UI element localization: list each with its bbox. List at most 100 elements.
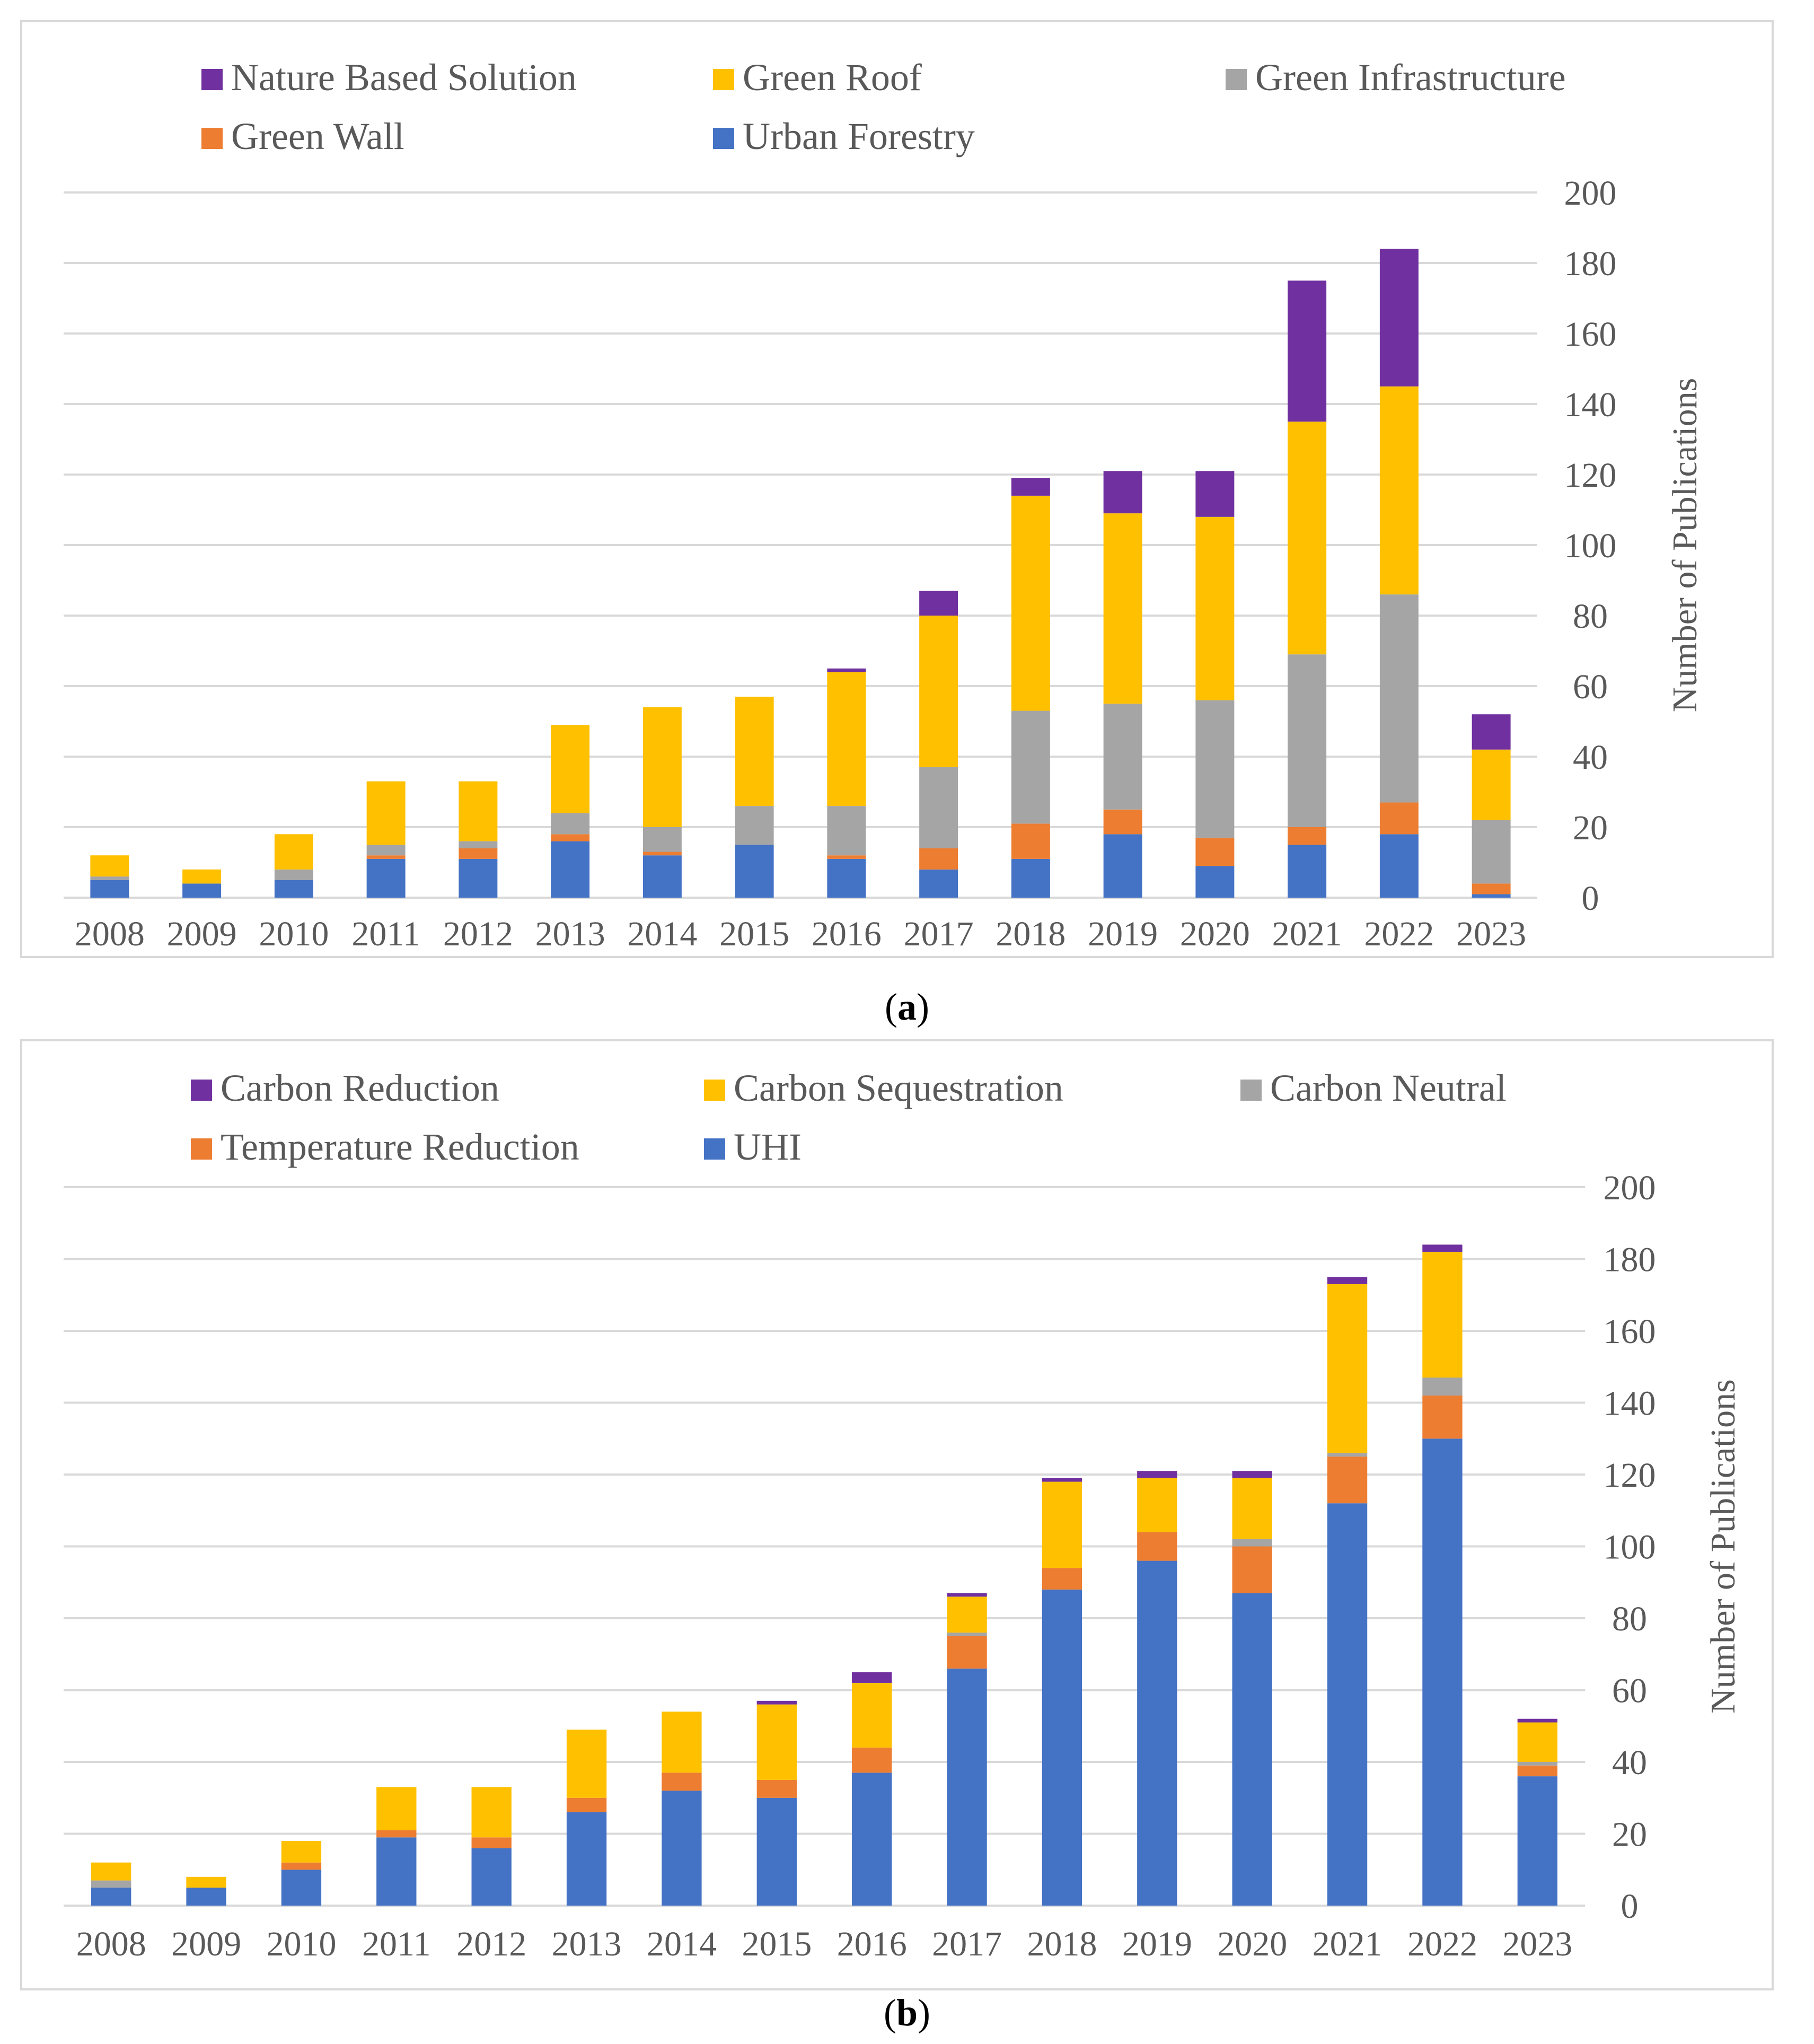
bar-segment-urban-forestry-2012 [459, 858, 498, 898]
bar-segment-nature-based-solution-2022 [1379, 249, 1419, 387]
x-tick-label: 2008 [75, 915, 145, 953]
chart-frame [20, 1039, 1774, 1990]
bar-segment-urban-forestry-2015 [735, 845, 774, 898]
bar-segment-green-roof-2016 [827, 672, 866, 806]
bar-segment-temperature-reduction-2022 [1422, 1395, 1463, 1439]
y-tick-label: 180 [1564, 244, 1617, 283]
bar-segment-urban-forestry-2020 [1195, 866, 1235, 898]
x-tick-label: 2023 [1456, 915, 1526, 953]
bar-segment-green-wall-2022 [1379, 802, 1419, 835]
legend-item-nature-based-solution: Nature Based Solution [201, 56, 577, 99]
bar-segment-uhi-2009 [186, 1888, 226, 1906]
bar-segment-carbon-sequestration-2009 [186, 1876, 226, 1888]
bar-segment-green-wall-2017 [919, 848, 958, 870]
bar-segment-green-roof-2010 [274, 834, 313, 870]
bar-segment-green-wall-2019 [1103, 809, 1142, 835]
bar-segment-green-roof-2023 [1472, 749, 1511, 820]
bar-segment-nature-based-solution-2019 [1103, 471, 1142, 514]
bar-segment-carbon-reduction-2022 [1422, 1244, 1463, 1252]
bar-segment-carbon-sequestration-2011 [376, 1787, 417, 1830]
legend-item-urban-forestry: Urban Forestry [713, 115, 975, 157]
y-tick-label: 200 [1564, 174, 1617, 213]
bar-segment-temperature-reduction-2019 [1137, 1532, 1177, 1561]
bar-segment-urban-forestry-2019 [1103, 834, 1142, 898]
y-axis-label: Number of Publications [1666, 378, 1704, 713]
legend-label: Carbon Reduction [221, 1067, 499, 1109]
y-tick-label: 60 [1612, 1672, 1647, 1710]
bar-segment-green-roof-2018 [1011, 495, 1050, 711]
bar-segment-temperature-reduction-2017 [947, 1636, 987, 1669]
y-tick-label: 160 [1564, 315, 1617, 354]
bar-segment-green-wall-2013 [551, 834, 590, 841]
legend-item-green-wall: Green Wall [201, 115, 404, 157]
bar-segment-green-roof-2009 [182, 869, 222, 884]
legend-swatch [713, 128, 734, 149]
x-tick-label: 2021 [1272, 915, 1342, 953]
bar-segment-nature-based-solution-2017 [919, 591, 958, 616]
bar-segment-temperature-reduction-2010 [281, 1862, 322, 1870]
bar-segment-nature-based-solution-2016 [827, 668, 866, 672]
bar-segment-green-wall-2012 [459, 848, 498, 859]
x-tick-label: 2018 [996, 915, 1065, 953]
bar-segment-urban-forestry-2017 [919, 869, 958, 898]
bar-segment-temperature-reduction-2021 [1327, 1457, 1368, 1504]
bar-segment-green-infrastructure-2023 [1472, 820, 1511, 884]
y-axis-label: Number of Publications [1704, 1379, 1742, 1714]
legend-label: UHI [734, 1126, 802, 1168]
bar-segment-green-roof-2012 [459, 781, 498, 841]
bar-segment-carbon-neutral-2020 [1232, 1539, 1272, 1547]
bar-segment-uhi-2012 [471, 1848, 512, 1906]
bar-segment-uhi-2014 [662, 1791, 702, 1906]
y-tick-label: 140 [1564, 385, 1617, 424]
bar-segment-uhi-2017 [947, 1668, 987, 1906]
legend-swatch [1226, 69, 1247, 90]
bar-segment-uhi-2016 [852, 1773, 892, 1906]
legend-swatch [191, 1138, 212, 1160]
bar-segment-uhi-2022 [1422, 1438, 1463, 1906]
bar-segment-uhi-2008 [91, 1888, 131, 1906]
legend-swatch [1240, 1080, 1262, 1101]
bar-segment-green-infrastructure-2019 [1103, 704, 1142, 810]
bar-segment-temperature-reduction-2011 [376, 1830, 417, 1838]
bar-segment-carbon-sequestration-2019 [1137, 1478, 1177, 1532]
bar-segment-carbon-sequestration-2012 [471, 1787, 512, 1838]
x-tick-label: 2014 [627, 915, 697, 953]
y-tick-label: 200 [1604, 1169, 1656, 1207]
bar-segment-carbon-reduction-2017 [947, 1593, 987, 1597]
bar-segment-uhi-2011 [376, 1837, 417, 1906]
bar-segment-nature-based-solution-2023 [1472, 714, 1511, 750]
bar-segment-carbon-reduction-2023 [1517, 1718, 1557, 1723]
bar-segment-carbon-sequestration-2014 [662, 1712, 702, 1773]
bar-segment-green-infrastructure-2018 [1011, 710, 1050, 824]
bar-segment-green-wall-2020 [1195, 837, 1235, 866]
y-tick-label: 40 [1573, 738, 1608, 777]
bar-segment-green-infrastructure-2015 [735, 806, 774, 845]
bar-segment-carbon-sequestration-2022 [1422, 1251, 1463, 1378]
bar-segment-uhi-2015 [756, 1797, 797, 1906]
y-tick-label: 60 [1573, 668, 1608, 706]
x-tick-label: 2018 [1027, 1925, 1097, 1963]
bar-segment-green-wall-2018 [1011, 823, 1050, 859]
legend-label: Urban Forestry [743, 115, 975, 157]
y-tick-label: 20 [1612, 1815, 1647, 1854]
x-tick-label: 2021 [1313, 1925, 1382, 1963]
bar-segment-carbon-reduction-2016 [852, 1672, 892, 1683]
bar-segment-urban-forestry-2018 [1011, 858, 1050, 898]
bar-segment-carbon-reduction-2021 [1327, 1277, 1368, 1284]
bar-segment-green-roof-2013 [551, 725, 590, 813]
bar-segment-carbon-reduction-2020 [1232, 1471, 1272, 1478]
x-tick-label: 2020 [1180, 915, 1250, 953]
bar-segment-temperature-reduction-2018 [1042, 1568, 1082, 1590]
bar-segment-green-roof-2015 [735, 696, 774, 806]
bar-segment-green-wall-2021 [1288, 827, 1327, 845]
bar-segment-uhi-2018 [1042, 1589, 1082, 1906]
x-tick-label: 2013 [535, 915, 605, 953]
y-tick-label: 120 [1604, 1456, 1656, 1495]
bar-segment-green-infrastructure-2022 [1379, 594, 1419, 803]
bar-segment-green-infrastructure-2014 [642, 827, 682, 852]
legend-label: Carbon Neutral [1270, 1067, 1507, 1109]
bar-segment-green-roof-2020 [1195, 516, 1235, 700]
bar-segment-green-infrastructure-2012 [459, 841, 498, 848]
bar-segment-carbon-neutral-2023 [1517, 1762, 1557, 1766]
bar-segment-urban-forestry-2016 [827, 858, 866, 898]
